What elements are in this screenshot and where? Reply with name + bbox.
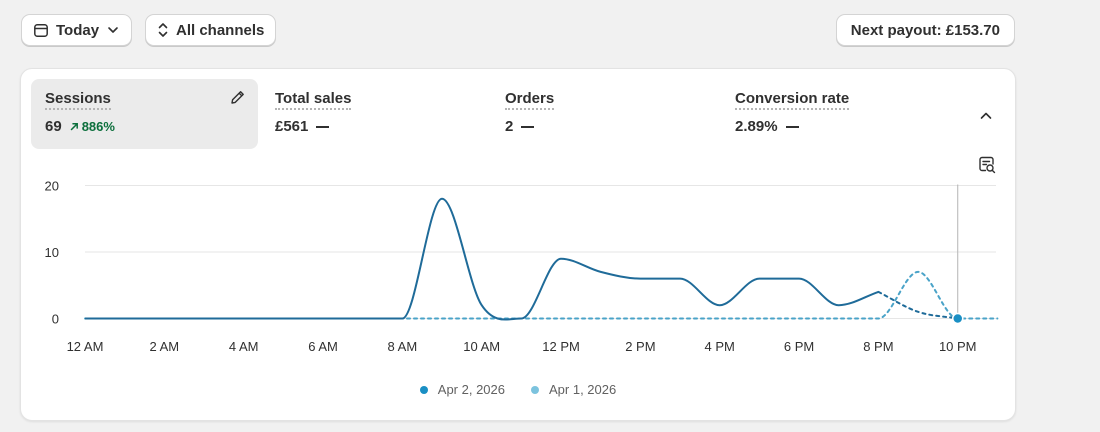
series-line-primary-partial (877, 290, 959, 320)
metric-value: 69 (45, 118, 62, 135)
channels-filter-button[interactable]: All channels (145, 14, 277, 46)
legend-item-comparison[interactable]: Apr 1, 2026 (531, 382, 616, 397)
sessions-chart: 0 10 20 12 AM 2 AM 4 AM 6 AM 8 AM 10 AM 12 PM 2 PM… (45, 179, 999, 354)
next-payout-button[interactable]: Next payout: £153.70 (835, 14, 1015, 46)
change-badge: 886% (70, 119, 115, 134)
sort-arrows-icon (157, 22, 169, 38)
y-tick-label: 20 (45, 179, 59, 194)
no-change-dash (785, 125, 799, 128)
x-tick-label: 6 PM (784, 339, 814, 354)
metric-tab-conversion-rate[interactable]: Conversion rate 2.89% (721, 79, 951, 149)
x-tick-label: 8 AM (388, 339, 418, 354)
metric-value: 2.89% (735, 118, 778, 135)
metric-value: £561 (275, 118, 309, 135)
metric-label: Sessions (45, 90, 111, 110)
pencil-icon[interactable] (229, 89, 246, 111)
x-tick-label: 12 AM (67, 339, 104, 354)
legend-dot (531, 385, 539, 394)
x-tick-label: 4 AM (229, 339, 259, 354)
trend-up-icon (70, 119, 79, 134)
legend-dot (419, 385, 428, 394)
y-tick-label: 10 (45, 245, 59, 260)
report-search-icon[interactable] (977, 155, 997, 180)
channels-filter-label: All channels (176, 21, 265, 39)
current-point-marker (951, 312, 964, 325)
series-line-comparison (84, 270, 999, 320)
metric-label: Total sales (275, 90, 352, 110)
series-line-primary (85, 197, 879, 321)
y-tick-label: 0 (52, 312, 59, 327)
metric-tab-orders[interactable]: Orders 2 (491, 79, 711, 149)
analytics-card: 0 10 20 12 AM 2 AM 4 AM 6 AM 8 AM 10 AM 12 PM 2 PM… (20, 68, 1016, 421)
date-range-button[interactable]: Today (21, 14, 133, 46)
legend-label: Apr 2, 2026 (437, 382, 505, 397)
metric-value: 2 (505, 118, 514, 135)
chevron-down-icon (106, 23, 120, 37)
x-tick-label: 2 AM (150, 339, 180, 354)
calendar-icon (33, 22, 49, 38)
chart-legend: Apr 2, 2026 Apr 1, 2026 (21, 382, 1015, 397)
x-tick-label: 2 PM (625, 339, 655, 354)
chevron-up-icon[interactable] (977, 107, 995, 130)
legend-item-current[interactable]: Apr 2, 2026 (419, 382, 505, 397)
no-change-dash (521, 125, 535, 128)
legend-label: Apr 1, 2026 (549, 382, 617, 397)
change-value: 886% (81, 119, 115, 134)
x-tick-label: 12 PM (542, 339, 580, 354)
next-payout-label: Next payout: £153.70 (850, 21, 1000, 39)
x-tick-label: 10 AM (463, 339, 500, 354)
date-range-label: Today (56, 21, 100, 39)
x-tick-label: 10 PM (939, 339, 977, 354)
metric-label: Orders (505, 90, 555, 110)
metric-label: Conversion rate (735, 90, 850, 110)
x-tick-label: 8 PM (863, 339, 893, 354)
metric-tab-total-sales[interactable]: Total sales £561 (261, 79, 481, 149)
no-change-dash (316, 125, 330, 128)
x-tick-label: 4 PM (705, 339, 735, 354)
x-tick-label: 6 AM (308, 339, 338, 354)
metric-tab-sessions[interactable]: Sessions 69 886% (31, 79, 258, 149)
